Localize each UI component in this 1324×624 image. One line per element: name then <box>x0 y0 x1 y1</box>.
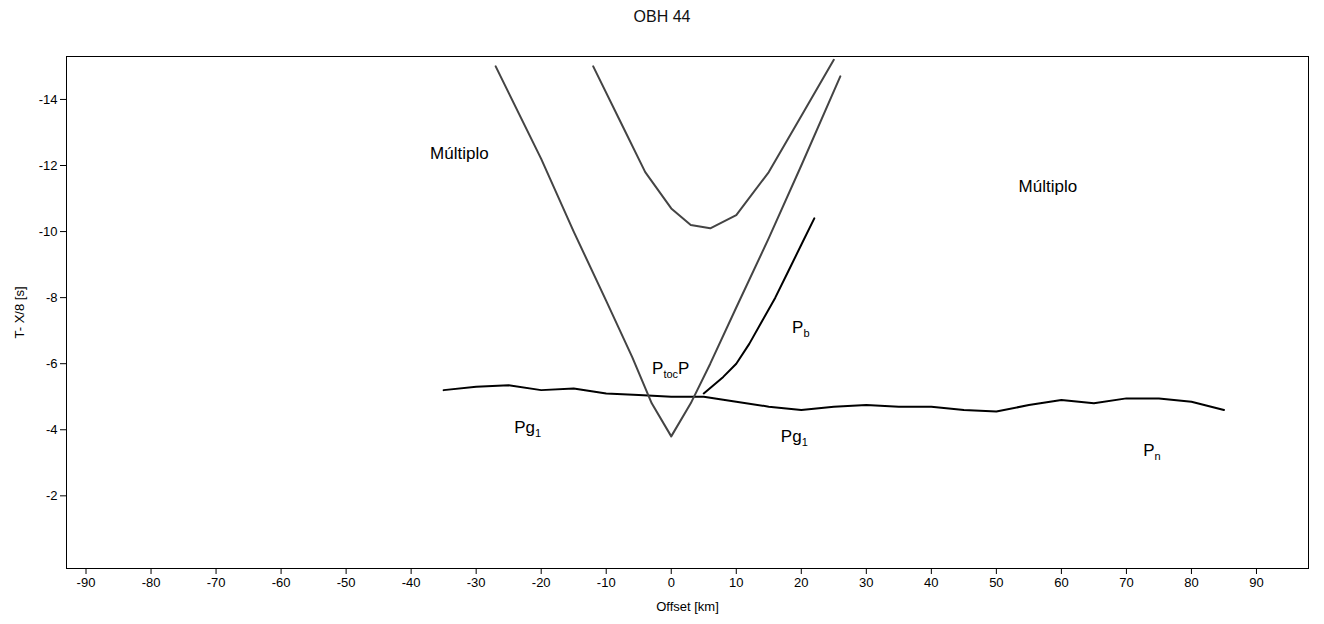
svg-text:Offset [km]: Offset [km] <box>656 599 719 614</box>
svg-text:-50: -50 <box>337 575 356 590</box>
svg-text:Pg1: Pg1 <box>514 419 541 439</box>
svg-text:T- X/8 [s]: T- X/8 [s] <box>12 286 27 338</box>
svg-text:50: 50 <box>989 575 1003 590</box>
svg-text:10: 10 <box>729 575 743 590</box>
svg-text:-10: -10 <box>597 575 616 590</box>
svg-text:-20: -20 <box>532 575 551 590</box>
svg-text:-2: -2 <box>46 488 58 503</box>
svg-text:0: 0 <box>668 575 675 590</box>
svg-text:-90: -90 <box>77 575 96 590</box>
svg-text:-14: -14 <box>39 92 58 107</box>
svg-text:-80: -80 <box>142 575 161 590</box>
svg-text:Múltiplo: Múltiplo <box>1019 178 1078 197</box>
svg-text:90: 90 <box>1249 575 1263 590</box>
svg-text:30: 30 <box>859 575 873 590</box>
svg-text:Pn: Pn <box>1143 442 1160 462</box>
svg-text:80: 80 <box>1184 575 1198 590</box>
svg-text:-30: -30 <box>467 575 486 590</box>
svg-text:PtocP: PtocP <box>652 359 689 379</box>
svg-text:Pb: Pb <box>792 318 809 338</box>
svg-text:-70: -70 <box>207 575 226 590</box>
svg-text:-40: -40 <box>402 575 421 590</box>
svg-text:Múltiplo: Múltiplo <box>430 145 489 164</box>
svg-text:Pg1: Pg1 <box>781 427 808 447</box>
svg-text:60: 60 <box>1054 575 1068 590</box>
svg-text:-10: -10 <box>39 224 58 239</box>
svg-text:-4: -4 <box>46 422 58 437</box>
svg-text:-6: -6 <box>46 356 58 371</box>
svg-text:-8: -8 <box>46 290 58 305</box>
svg-text:40: 40 <box>924 575 938 590</box>
svg-text:-60: -60 <box>272 575 291 590</box>
html-text:OBH 44: OBH 44 <box>633 8 691 25</box>
svg-text:20: 20 <box>794 575 808 590</box>
svg-text:-12: -12 <box>39 158 58 173</box>
svg-text:70: 70 <box>1119 575 1133 590</box>
